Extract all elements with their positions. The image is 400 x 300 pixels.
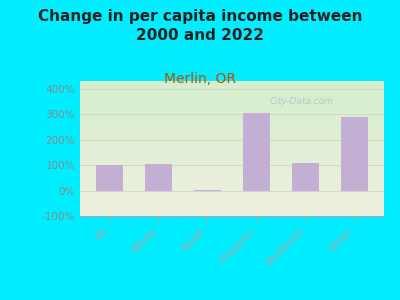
Text: City-Data.com: City-Data.com xyxy=(270,97,334,106)
Bar xyxy=(145,164,172,190)
Bar xyxy=(96,165,123,190)
Bar xyxy=(341,117,368,190)
Text: Merlin, OR: Merlin, OR xyxy=(164,72,236,86)
Bar xyxy=(292,163,319,190)
Bar xyxy=(243,113,270,190)
Text: Change in per capita income between
2000 and 2022: Change in per capita income between 2000… xyxy=(38,9,362,43)
